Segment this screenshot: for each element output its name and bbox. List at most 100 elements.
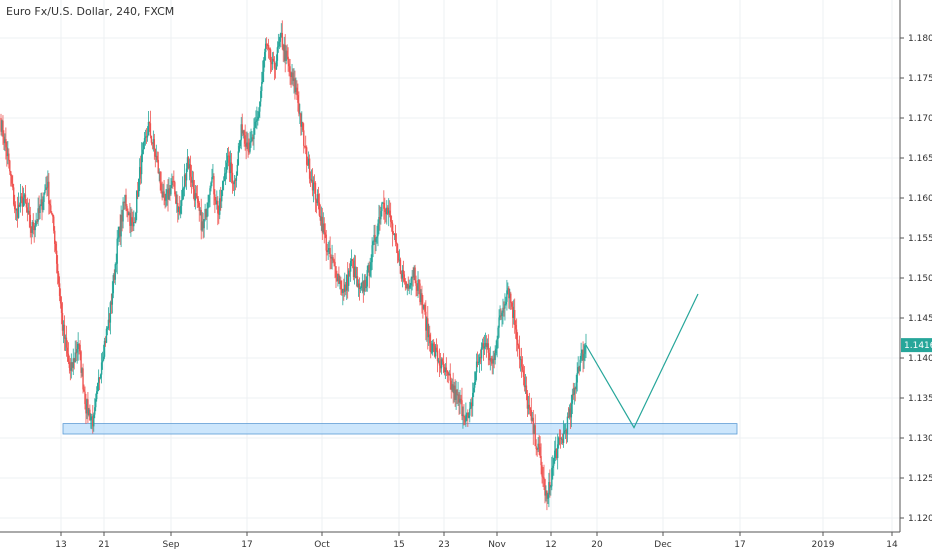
candle-body [570,403,573,418]
candle-body [330,257,332,259]
candle-body [191,180,194,183]
candle-body [107,319,110,329]
candle-body [350,259,353,261]
candle-body [347,274,349,286]
candle-body [122,201,124,222]
candle-body [210,182,212,189]
candle-body [29,214,31,229]
time-axis[interactable]: 13 21 Sep 17 Oct 15 23 Nov 12 20 Dec 17 2019 14 [55,532,898,550]
candle-body [474,372,477,383]
candle-body [422,305,424,309]
candle-body [139,167,142,175]
candle-body [57,273,60,284]
candle-body [410,278,412,286]
support-zone[interactable] [62,423,738,435]
projection-line[interactable] [585,293,699,429]
candle-body [137,190,139,197]
candle-body [572,394,575,396]
price-tick-label: 1.15500 [908,234,932,244]
candle-body [436,350,439,362]
candle-body [54,230,56,244]
candle-body [465,414,467,423]
price-tick-label: 1.17500 [908,74,932,84]
candle-body [520,359,523,367]
candle-body [127,210,129,216]
candle-body [426,318,428,331]
candle-body [282,47,284,51]
candle-body [257,116,259,120]
candle-body [452,384,454,394]
candle-body [284,44,286,61]
candle-body [552,465,554,468]
candle-body [90,416,92,421]
last-price-tag: 1.14161 [901,338,932,353]
candle-body [129,212,131,226]
candle-body [31,222,33,233]
candle-body [72,358,74,368]
candle-body [453,385,455,394]
candle-body [165,193,167,201]
candle-body [120,214,122,237]
candle-body [365,286,367,289]
candle-body [362,281,365,292]
candle-body [347,270,350,286]
candle-body [66,347,69,354]
candle-body [378,216,380,224]
candle-body [307,158,310,166]
candle-body [300,113,302,127]
candle-body [213,176,215,195]
candle-body [249,142,251,152]
candle-body [198,202,200,211]
candle-body [84,391,86,405]
candle-body [45,187,47,190]
time-tick-label: 14 [886,540,898,550]
candle-body [445,367,448,371]
candle-body [168,188,170,200]
candle-body [87,399,89,415]
candle-body [3,136,5,144]
candle-body [240,124,242,141]
candle-body [459,398,461,403]
candle-body [384,208,386,213]
candle-body [175,194,177,204]
candle-body [204,208,206,220]
candle-body [401,270,404,279]
candle-body [446,370,449,373]
candle-body [438,360,441,366]
candle-body [78,343,80,345]
price-axis[interactable]: 1.12000 1.12500 1.13000 1.13500 1.14000 1.145… [900,34,932,524]
candle-body [381,203,383,212]
candle-body [464,417,466,423]
candle-body [338,274,340,284]
candle-body [277,46,280,48]
candle-body [360,282,363,289]
candle-body [296,87,298,96]
candle-body [486,343,489,348]
candle-body [418,280,420,284]
candle-body [540,456,542,466]
candle-body [28,210,31,215]
candle-body [345,284,347,291]
candle-body [273,61,276,69]
candle-body [391,223,394,234]
price-tick-label: 1.18000 [908,34,932,44]
candle-body [503,307,505,309]
candle-body [340,280,342,290]
candle-body [15,208,18,211]
candle-body [228,155,231,174]
candle-body [501,312,503,316]
candle-body [132,222,134,227]
candle-body [305,147,308,165]
candle-body [215,200,217,205]
candle-body [556,444,559,458]
candle-body [125,194,127,207]
candle-body [522,370,525,377]
candle-body [33,228,35,231]
price-tick-label: 1.14500 [908,314,932,324]
candle-body [155,155,157,157]
candle-body [217,200,219,214]
time-tick-label: 15 [393,540,404,550]
candle-body [427,318,429,338]
